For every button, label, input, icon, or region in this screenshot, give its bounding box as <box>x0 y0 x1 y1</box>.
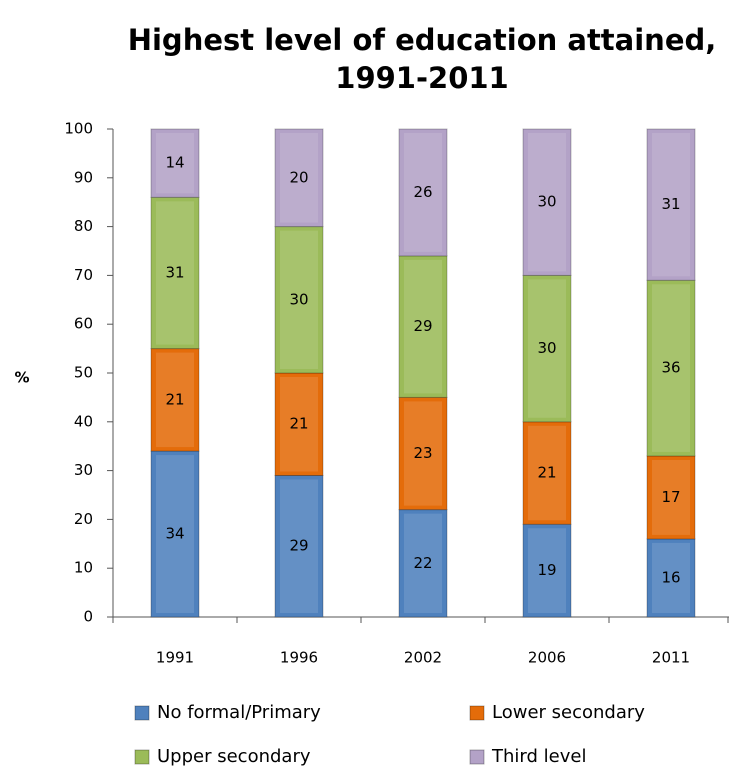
bar-segment <box>522 421 572 525</box>
bar-segment <box>646 455 696 540</box>
y-tick-label: 60 <box>74 315 93 333</box>
data-label: 19 <box>537 561 556 579</box>
bar-bevel <box>404 513 442 613</box>
bar-segment <box>522 523 572 618</box>
data-label: 36 <box>661 359 680 377</box>
y-tick-label: 40 <box>74 412 93 430</box>
legend-swatch <box>134 749 150 765</box>
chart-subtitle: 1991-2011 <box>335 61 508 95</box>
bar-bevel <box>652 284 690 452</box>
data-label: 14 <box>165 154 184 172</box>
bar-segment <box>274 372 324 476</box>
data-label: 21 <box>165 390 184 408</box>
bar-segment <box>150 128 200 198</box>
legend-swatch <box>134 705 150 721</box>
bar-segment <box>398 255 448 398</box>
y-tick-label: 0 <box>83 608 93 626</box>
bar-bevel <box>404 259 442 394</box>
data-label: 34 <box>165 525 184 543</box>
data-label: 26 <box>413 183 432 201</box>
data-label: 30 <box>537 339 556 357</box>
data-label: 16 <box>661 568 680 586</box>
bar-segment <box>398 396 448 511</box>
x-tick-label: 1991 <box>156 649 194 667</box>
bar-bevel <box>528 133 566 272</box>
bar-segment <box>150 348 200 452</box>
y-tick-label: 30 <box>74 461 93 479</box>
data-label: 22 <box>413 554 432 572</box>
bar-segment <box>522 274 572 423</box>
bar-bevel <box>156 455 194 613</box>
bar-bevel <box>652 459 690 535</box>
bar-bevel <box>652 133 690 277</box>
y-tick-label: 50 <box>74 364 93 382</box>
data-label: 31 <box>165 263 184 281</box>
bar-segment <box>150 196 200 350</box>
bar-bevel <box>156 201 194 345</box>
bar-segment <box>646 128 696 281</box>
bar-segment <box>274 474 324 618</box>
bar-segment <box>646 279 696 457</box>
x-tick-label: 2011 <box>652 649 690 667</box>
x-tick-label: 2002 <box>404 649 442 667</box>
bar-bevel <box>528 528 566 613</box>
bar-bevel <box>280 133 318 223</box>
data-label: 30 <box>289 290 308 308</box>
bar-segment <box>646 538 696 618</box>
y-tick-label: 20 <box>74 510 93 528</box>
bar-bevel <box>528 425 566 521</box>
bar-bevel <box>528 279 566 418</box>
legend-label: No formal/Primary <box>157 702 321 723</box>
bar-bevel <box>404 401 442 506</box>
bar-segment <box>522 128 572 276</box>
legend-label: Upper secondary <box>157 746 311 767</box>
x-tick-label: 1996 <box>280 649 318 667</box>
bar-bevel <box>156 352 194 448</box>
bar-bevel <box>652 542 690 613</box>
bar-segment <box>274 128 324 228</box>
x-tick-label: 2006 <box>528 649 566 667</box>
legend-swatch <box>469 749 485 765</box>
legend-label: Third level <box>491 746 586 767</box>
y-tick-label: 70 <box>74 266 93 284</box>
data-label: 29 <box>413 317 432 335</box>
bar-segment <box>274 226 324 374</box>
bar-bevel <box>280 230 318 369</box>
y-tick-label: 90 <box>74 168 93 186</box>
bar-bevel <box>280 377 318 472</box>
data-label: 31 <box>661 195 680 213</box>
y-tick-label: 80 <box>74 217 93 235</box>
data-label: 29 <box>289 537 308 555</box>
data-label: 21 <box>289 415 308 433</box>
bar-segment <box>398 509 448 618</box>
data-label: 20 <box>289 168 308 186</box>
data-label: 30 <box>537 193 556 211</box>
data-label: 17 <box>661 488 680 506</box>
y-tick-label: 10 <box>74 559 93 577</box>
y-axis-label: % <box>14 369 29 387</box>
data-label: 21 <box>537 464 556 482</box>
chart-title: Highest level of education attained, <box>128 23 717 57</box>
bar-bevel <box>156 133 194 194</box>
legend-label: Lower secondary <box>492 702 645 723</box>
y-tick-label: 100 <box>64 120 93 138</box>
bar-bevel <box>404 133 442 252</box>
data-label: 23 <box>413 444 432 462</box>
legend-swatch <box>469 705 485 721</box>
bar-segment <box>398 128 448 257</box>
bar-bevel <box>280 479 318 613</box>
